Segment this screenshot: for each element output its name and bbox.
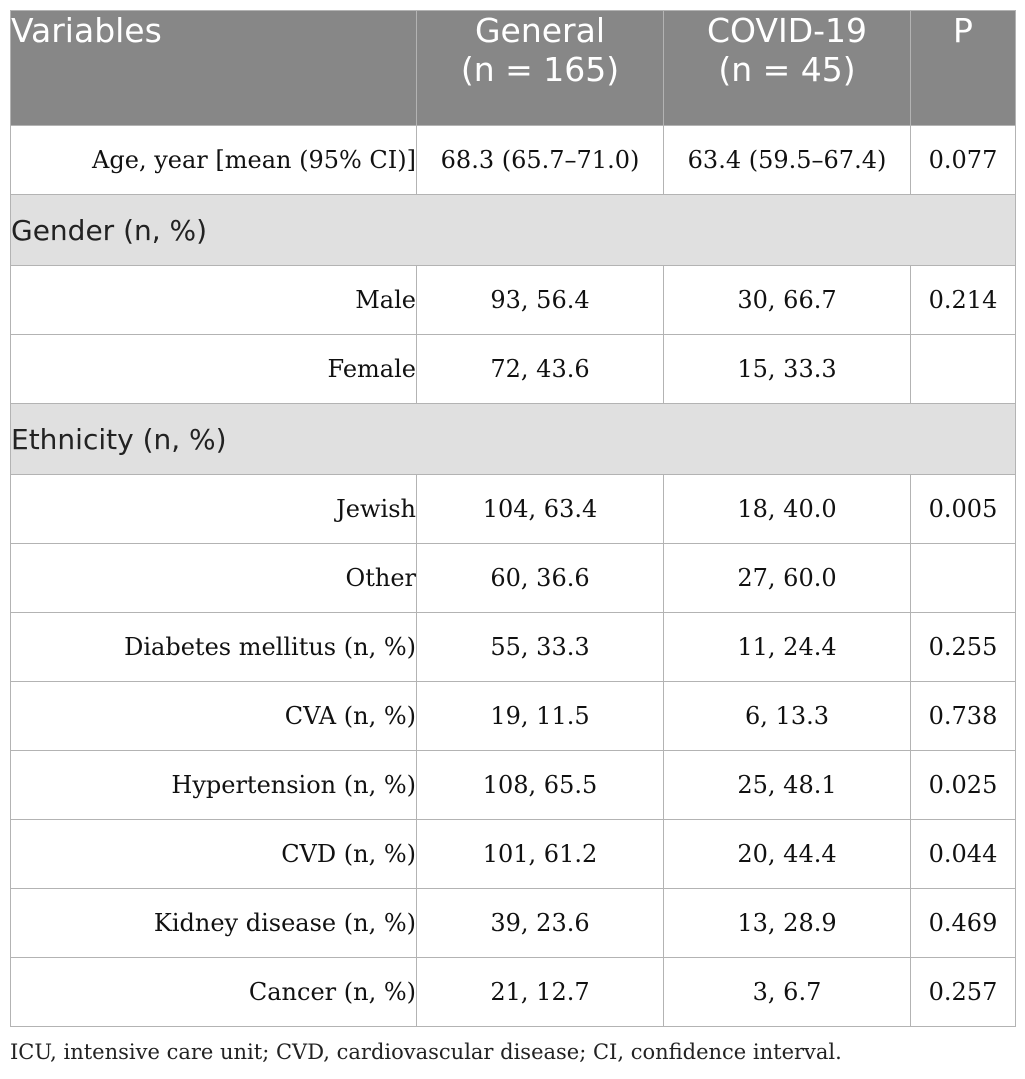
cell-p-value: 0.005 xyxy=(910,474,1016,544)
cell-covid: 63.4 (59.5–67.4) xyxy=(663,125,911,195)
cell-covid: 15, 33.3 xyxy=(663,334,911,404)
cell-general: 68.3 (65.7–71.0) xyxy=(416,125,664,195)
cell-covid: 18, 40.0 xyxy=(663,474,911,544)
row-label: Other xyxy=(10,543,417,613)
header-general: General (n = 165) xyxy=(416,10,664,126)
cell-general: 60, 36.6 xyxy=(416,543,664,613)
table-row: CVA (n, %) 19, 11.5 6, 13.3 0.738 xyxy=(10,681,1016,751)
row-label: Male xyxy=(10,265,417,335)
cell-general: 108, 65.5 xyxy=(416,750,664,820)
cell-p-value: 0.025 xyxy=(910,750,1016,820)
cell-covid: 30, 66.7 xyxy=(663,265,911,335)
header-general-title: General xyxy=(474,11,606,50)
cell-covid: 20, 44.4 xyxy=(663,819,911,889)
section-heading: Gender (n, %) xyxy=(10,194,1016,266)
cell-general: 55, 33.3 xyxy=(416,612,664,682)
row-label: Age, year [mean (95% CI)] xyxy=(10,125,417,195)
cell-p-value: 0.077 xyxy=(910,125,1016,195)
cell-p-value xyxy=(910,543,1016,613)
table-body: Age, year [mean (95% CI)] 68.3 (65.7–71.0… xyxy=(10,125,1016,1027)
table-row: CVD (n, %) 101, 61.2 20, 44.4 0.044 xyxy=(10,819,1016,889)
section-heading: Ethnicity (n, %) xyxy=(10,403,1016,475)
table-row: Female 72, 43.6 15, 33.3 xyxy=(10,334,1016,404)
table-row: Cancer (n, %) 21, 12.7 3, 6.7 0.257 xyxy=(10,957,1016,1027)
header-variables: Variables xyxy=(10,10,417,126)
cell-general: 72, 43.6 xyxy=(416,334,664,404)
table-row: Diabetes mellitus (n, %) 55, 33.3 11, 24.4… xyxy=(10,612,1016,682)
table-row: Age, year [mean (95% CI)] 68.3 (65.7–71.0… xyxy=(10,125,1016,195)
table-footnote: ICU, intensive care unit; CVD, cardiovas… xyxy=(10,1040,842,1064)
cell-p-value: 0.257 xyxy=(910,957,1016,1027)
row-label: CVA (n, %) xyxy=(10,681,417,751)
table-row: Kidney disease (n, %) 39, 23.6 13, 28.9 0.4… xyxy=(10,888,1016,958)
cell-covid: 27, 60.0 xyxy=(663,543,911,613)
cell-general: 39, 23.6 xyxy=(416,888,664,958)
header-p: P xyxy=(910,10,1016,126)
header-variables-label: Variables xyxy=(11,11,162,50)
data-table: Variables General (n = 165) COVID-19 (n … xyxy=(10,10,1016,1027)
table-row: Other 60, 36.6 27, 60.0 xyxy=(10,543,1016,613)
cell-p-value xyxy=(910,334,1016,404)
row-label: Hypertension (n, %) xyxy=(10,750,417,820)
header-covid: COVID-19 (n = 45) xyxy=(663,10,911,126)
cell-p-value: 0.738 xyxy=(910,681,1016,751)
cell-general: 21, 12.7 xyxy=(416,957,664,1027)
cell-covid: 25, 48.1 xyxy=(663,750,911,820)
row-label: Cancer (n, %) xyxy=(10,957,417,1027)
header-p-label: P xyxy=(953,11,973,50)
cell-covid: 6, 13.3 xyxy=(663,681,911,751)
cell-p-value: 0.469 xyxy=(910,888,1016,958)
row-label: CVD (n, %) xyxy=(10,819,417,889)
section-row: Gender (n, %) xyxy=(10,194,1016,266)
cell-covid: 11, 24.4 xyxy=(663,612,911,682)
table-row: Jewish 104, 63.4 18, 40.0 0.005 xyxy=(10,474,1016,544)
cell-general: 101, 61.2 xyxy=(416,819,664,889)
row-label: Kidney disease (n, %) xyxy=(10,888,417,958)
cell-covid: 13, 28.9 xyxy=(663,888,911,958)
cell-p-value: 0.044 xyxy=(910,819,1016,889)
table-row: Male 93, 56.4 30, 66.7 0.214 xyxy=(10,265,1016,335)
row-label: Female xyxy=(10,334,417,404)
row-label: Diabetes mellitus (n, %) xyxy=(10,612,417,682)
cell-covid: 3, 6.7 xyxy=(663,957,911,1027)
cell-general: 93, 56.4 xyxy=(416,265,664,335)
cell-general: 19, 11.5 xyxy=(416,681,664,751)
header-covid-count: (n = 45) xyxy=(718,50,856,89)
table-row: Hypertension (n, %) 108, 65.5 25, 48.1 0.02… xyxy=(10,750,1016,820)
section-row: Ethnicity (n, %) xyxy=(10,403,1016,475)
cell-general: 104, 63.4 xyxy=(416,474,664,544)
header-covid-title: COVID-19 xyxy=(706,11,868,50)
table-header-row: Variables General (n = 165) COVID-19 (n … xyxy=(10,10,1016,126)
cell-p-value: 0.255 xyxy=(910,612,1016,682)
row-label: Jewish xyxy=(10,474,417,544)
header-general-count: (n = 165) xyxy=(460,50,620,89)
cell-p-value: 0.214 xyxy=(910,265,1016,335)
